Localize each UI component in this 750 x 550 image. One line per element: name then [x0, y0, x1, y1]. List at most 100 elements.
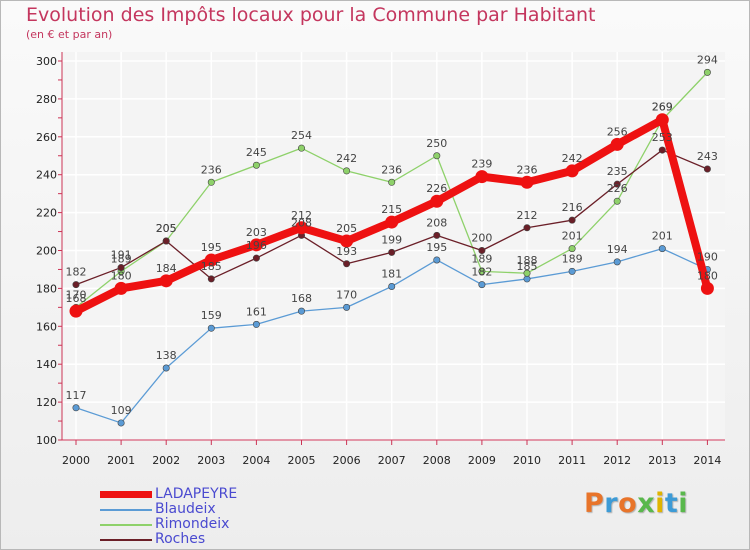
data-point-ladapeyre	[340, 234, 354, 248]
data-label-rimondeix: 245	[246, 146, 267, 159]
data-label-roches: 193	[336, 245, 357, 258]
y-tick-label: 220	[36, 207, 57, 220]
data-label-rimondeix: 236	[201, 163, 222, 176]
data-point-ladapeyre	[655, 113, 669, 127]
legend-label: Blaudeix	[155, 501, 216, 517]
data-point-roches	[568, 216, 576, 224]
data-label-blaudeix: 159	[201, 309, 222, 322]
data-label-rimondeix: 250	[426, 137, 447, 150]
proxiti-logo: Proxiti	[584, 488, 689, 519]
data-point-rimondeix	[433, 152, 441, 160]
data-point-blaudeix	[658, 245, 666, 253]
data-point-blaudeix	[343, 303, 351, 311]
legend-item-blaudeix: Blaudeix	[100, 501, 360, 517]
data-label-rimondeix: 189	[111, 252, 132, 265]
x-tick-label: 2009	[468, 454, 496, 467]
data-label-rimondeix: 294	[697, 53, 718, 66]
data-label-roches: 205	[156, 222, 177, 235]
data-point-rimondeix	[252, 161, 260, 169]
data-label-roches: 253	[652, 131, 673, 144]
data-label-ladapeyre: 184	[156, 262, 177, 275]
data-label-ladapeyre: 180	[111, 269, 132, 282]
data-point-ladapeyre	[430, 194, 444, 208]
data-label-rimondeix: 254	[291, 129, 312, 142]
data-point-roches	[478, 247, 486, 255]
x-tick-label: 2002	[152, 454, 180, 467]
data-point-rimondeix	[568, 245, 576, 253]
x-tick-label: 2011	[558, 454, 586, 467]
data-point-rimondeix	[343, 167, 351, 175]
data-label-ladapeyre: 242	[562, 152, 583, 165]
data-point-roches	[433, 231, 441, 239]
data-point-rimondeix	[297, 144, 305, 152]
data-label-blaudeix: 190	[697, 250, 718, 263]
data-label-roches: 199	[381, 233, 402, 246]
x-tick-label: 2013	[648, 454, 676, 467]
data-point-ladapeyre	[249, 238, 263, 252]
legend: LADAPEYRE Blaudeix Rimondeix Roches	[100, 486, 360, 547]
data-label-roches: 208	[291, 216, 312, 229]
y-tick-label: 160	[36, 320, 57, 333]
data-label-ladapeyre: 212	[291, 209, 312, 222]
data-point-ladapeyre	[69, 304, 83, 318]
data-point-ladapeyre	[565, 164, 579, 178]
data-label-rimondeix: 189	[471, 252, 492, 265]
chart-title: Evolution des Impôts locaux pour la Comm…	[26, 4, 596, 26]
x-tick-label: 2014	[693, 454, 721, 467]
data-point-roches	[523, 224, 531, 232]
data-label-blaudeix: 182	[471, 266, 492, 279]
data-point-ladapeyre	[204, 253, 218, 267]
data-point-ladapeyre	[610, 137, 624, 151]
data-point-ladapeyre	[700, 281, 714, 295]
data-label-rimondeix: 170	[66, 288, 87, 301]
legend-swatch	[100, 539, 152, 541]
x-tick-label: 2001	[107, 454, 135, 467]
data-point-roches	[388, 248, 396, 256]
data-point-blaudeix	[388, 283, 396, 291]
data-label-ladapeyre: 256	[607, 125, 628, 138]
x-tick-label: 2012	[603, 454, 631, 467]
x-tick-label: 2007	[378, 454, 406, 467]
data-point-roches	[117, 264, 125, 272]
x-tick-label: 2008	[423, 454, 451, 467]
data-point-blaudeix	[568, 267, 576, 275]
data-label-blaudeix: 185	[517, 260, 538, 273]
data-point-roches	[72, 281, 80, 289]
y-tick-label: 200	[36, 245, 57, 258]
data-label-ladapeyre: 269	[652, 101, 673, 114]
legend-label: Roches	[155, 531, 206, 547]
data-point-blaudeix	[117, 419, 125, 427]
y-tick-label: 100	[36, 434, 57, 447]
data-label-rimondeix: 269	[652, 101, 673, 114]
data-point-blaudeix	[433, 256, 441, 264]
data-point-ladapeyre	[520, 175, 534, 189]
data-point-ladapeyre	[159, 274, 173, 288]
data-label-blaudeix: 168	[291, 292, 312, 305]
data-label-ladapeyre: 236	[517, 163, 538, 176]
data-label-roches: 243	[697, 150, 718, 163]
data-point-blaudeix	[478, 281, 486, 289]
data-label-ladapeyre: 168	[66, 292, 87, 305]
data-label-roches: 216	[562, 201, 583, 214]
data-point-roches	[162, 237, 170, 245]
data-label-rimondeix: 242	[336, 152, 357, 165]
data-label-rimondeix: 236	[381, 163, 402, 176]
y-tick-label: 300	[36, 55, 57, 68]
data-label-blaudeix: 194	[607, 243, 628, 256]
data-label-ladapeyre: 195	[201, 241, 222, 254]
data-point-roches	[343, 260, 351, 268]
data-label-blaudeix: 161	[246, 305, 267, 318]
data-label-ladapeyre: 215	[381, 203, 402, 216]
data-point-blaudeix	[297, 307, 305, 315]
legend-swatch	[100, 491, 152, 498]
data-label-blaudeix: 195	[426, 241, 447, 254]
data-label-roches: 191	[111, 249, 132, 262]
y-tick-label: 180	[36, 282, 57, 295]
data-point-roches	[658, 146, 666, 154]
data-point-rimondeix	[207, 178, 215, 186]
data-label-ladapeyre: 180	[697, 269, 718, 282]
data-point-ladapeyre	[114, 281, 128, 295]
y-tick-label: 120	[36, 396, 57, 409]
data-point-rimondeix	[613, 197, 621, 205]
data-label-rimondeix: 188	[517, 254, 538, 267]
